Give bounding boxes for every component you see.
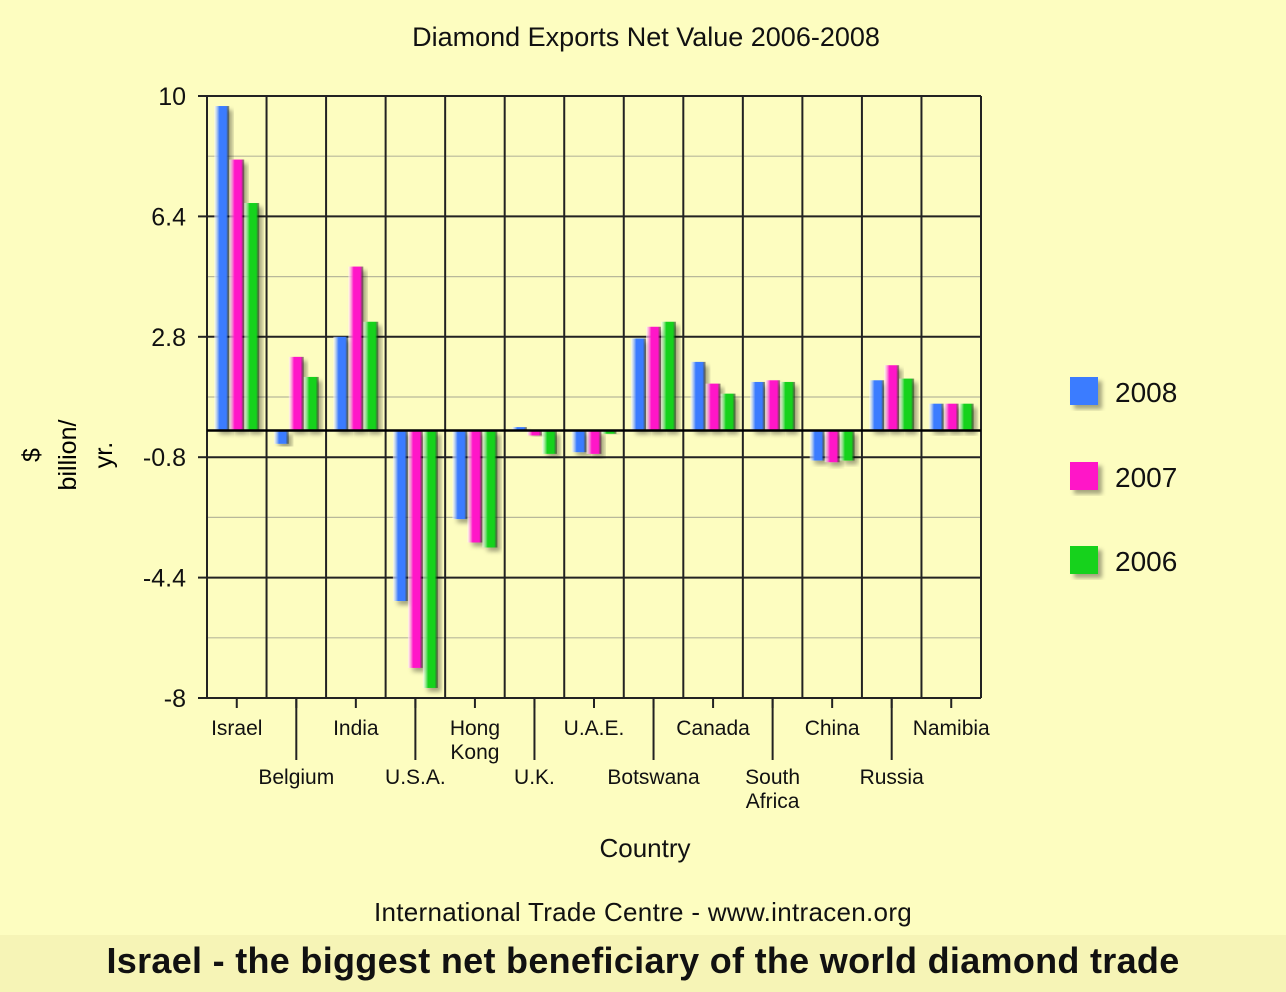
bar-2006-u-a-e- (601, 430, 617, 434)
x-axis-title: Country (599, 833, 690, 863)
x-tick-label: Namibia (913, 717, 990, 740)
bar-2008-china (809, 430, 825, 461)
legend-swatch-2006 (1070, 546, 1098, 574)
headline: Israel - the biggest net beneficiary of … (106, 940, 1180, 981)
y-tick-label: -0.8 (143, 444, 186, 472)
bar-2007-botswana (646, 326, 662, 431)
bar-2006-u-s-a- (422, 430, 438, 688)
x-tick-label: Botswana (607, 766, 700, 789)
bar-2008-u-a-e- (571, 430, 587, 453)
x-tick-label: U.K. (514, 766, 555, 789)
bar-2007-hong-kong (467, 430, 483, 543)
bar-2006-china (839, 430, 855, 461)
x-tick-label: U.A.E. (564, 717, 625, 740)
x-tick-label: India (333, 717, 379, 740)
bar-2007-russia (884, 365, 900, 431)
bar-2006-hong-kong (482, 430, 498, 548)
y-axis-title-line: $ (18, 448, 46, 462)
bar-2008-hong-kong (452, 430, 468, 520)
y-axis-title-line: billion/ (54, 420, 82, 491)
bar-2008-canada (690, 361, 706, 431)
bar-2007-israel (229, 159, 245, 431)
x-tick-label: Canada (676, 717, 750, 740)
bar-2007-u-a-e- (586, 430, 602, 454)
bar-2006-india (363, 321, 379, 431)
legend-label: 2006 (1115, 546, 1177, 577)
bar-2007-china (824, 430, 840, 463)
chart-title: Diamond Exports Net Value 2006-2008 (412, 22, 880, 52)
source-credit: International Trade Centre - www.intrace… (373, 897, 913, 927)
bar-2008-namibia (928, 403, 944, 431)
x-tick-label: Russia (860, 766, 925, 789)
x-tick-label: Israel (211, 717, 262, 740)
bar-2006-israel (244, 203, 260, 431)
x-tick-label: U.S.A. (385, 766, 446, 789)
footer-band (0, 935, 1286, 992)
y-axis-title-line: yr. (90, 442, 118, 468)
y-tick-label: 10 (158, 83, 186, 111)
bar-2006-u-k- (541, 430, 557, 454)
x-tick-label: China (805, 717, 860, 740)
bar-2007-canada (705, 383, 721, 431)
legend-label: 2007 (1115, 462, 1177, 493)
bar-2007-namibia (943, 403, 959, 431)
bar-2006-belgium (303, 376, 319, 431)
bar-2008-botswana (631, 338, 647, 431)
bar-2006-botswana (661, 321, 677, 431)
legend-label: 2008 (1115, 377, 1177, 408)
bar-2007-u-k- (526, 430, 542, 436)
bar-2008-israel (214, 106, 230, 431)
bar-2006-canada (720, 393, 736, 431)
legend-swatch-2007 (1070, 462, 1098, 490)
x-tick-label: Belgium (258, 766, 334, 789)
bar-2007-south-africa (765, 380, 781, 431)
x-tick-label: Kong (450, 741, 499, 764)
y-tick-label: 6.4 (151, 203, 186, 231)
bar-2007-u-s-a- (407, 430, 423, 668)
bar-2006-namibia (958, 403, 974, 431)
y-tick-label: -4.4 (143, 565, 186, 593)
bar-chart: Diamond Exports Net Value 2006-2008 10 6.4… (18, 22, 1177, 863)
y-axis-title: $ billion/yr. (18, 420, 118, 491)
bar-2008-belgium (273, 430, 289, 444)
bar-2007-india (348, 266, 364, 431)
bar-2008-south-africa (750, 381, 766, 431)
bar-2008-india (333, 336, 349, 431)
x-tick-label: Hong (450, 717, 500, 740)
bar-2006-south-africa (780, 381, 796, 431)
x-tick-label: South (745, 766, 800, 789)
bar-2007-belgium (288, 356, 304, 431)
bar-2008-russia (869, 380, 885, 431)
legend-swatch-2008 (1070, 377, 1098, 405)
bar-2008-u-k- (511, 427, 527, 431)
y-tick-label: 2.8 (151, 324, 186, 352)
y-tick-label: -8 (164, 685, 186, 713)
x-tick-label: Africa (746, 790, 800, 813)
bar-2008-u-s-a- (392, 430, 408, 602)
bar-2006-russia (899, 378, 915, 431)
